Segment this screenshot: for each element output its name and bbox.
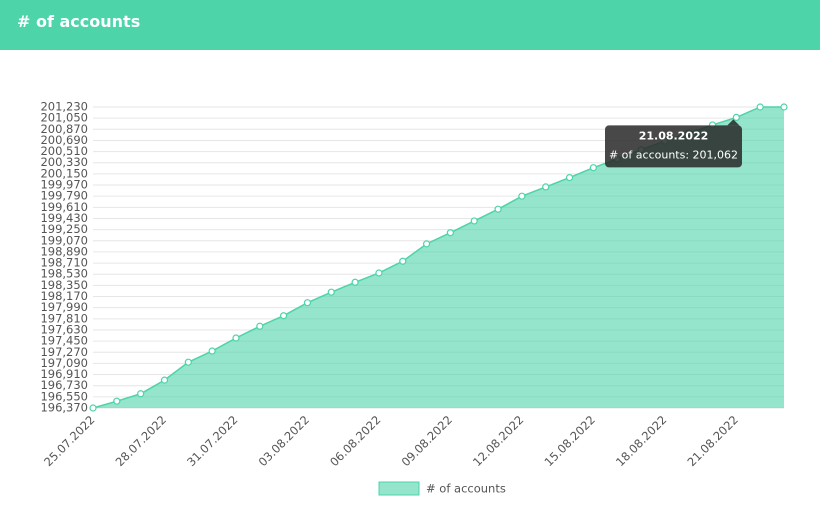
x-tick-label: 25.07.2022 (41, 413, 97, 469)
tooltip-box (605, 125, 742, 168)
y-tick-label: 201,050 (40, 111, 88, 125)
point (518, 192, 526, 200)
y-tick-label: 197,990 (40, 300, 88, 314)
x-tick-label: 21.08.2022 (684, 413, 740, 469)
point (113, 397, 121, 405)
tooltip-label: # of accounts: 201,062 (609, 148, 738, 161)
tooltip-arrow (727, 119, 740, 126)
y-tick-label: 201,230 (40, 100, 88, 114)
point (780, 103, 788, 111)
legend-label: # of accounts (426, 482, 506, 496)
chart: 196,370196,550196,730196,910197,090197,2… (40, 100, 788, 496)
point (470, 217, 478, 225)
y-tick-label: 200,330 (40, 155, 88, 169)
y-tick-label: 200,510 (40, 144, 88, 158)
y-tick-label: 196,910 (40, 367, 88, 381)
y-tick-label: 196,730 (40, 378, 88, 392)
y-tick-label: 197,810 (40, 311, 88, 325)
y-tick-label: 200,150 (40, 166, 88, 180)
y-tick-label: 198,350 (40, 278, 88, 292)
y-tick-label: 198,710 (40, 256, 88, 270)
point (446, 229, 455, 237)
y-tick-label: 198,890 (40, 244, 88, 258)
point (232, 334, 240, 342)
x-tick-label: 15.08.2022 (542, 413, 598, 469)
point (303, 299, 312, 307)
tooltip: 21.08.2022 # of accounts: 201,062 (605, 119, 742, 168)
y-tick-label: 197,630 (40, 322, 88, 336)
legend-swatch (378, 481, 420, 496)
tooltip-title: 21.08.2022 (639, 129, 709, 142)
legend: # of accounts (378, 481, 506, 496)
x-tick-label: 03.08.2022 (256, 413, 312, 469)
header-title: # of accounts (0, 0, 820, 50)
point (542, 183, 550, 191)
point (399, 257, 407, 265)
y-tick-label: 199,430 (40, 211, 88, 225)
point (565, 174, 574, 182)
y-tick-label: 199,970 (40, 178, 88, 192)
point (351, 278, 359, 286)
point (494, 205, 502, 213)
point (89, 404, 97, 412)
point (375, 269, 383, 277)
x-tick-label: 28.07.2022 (113, 413, 169, 469)
y-tick-label: 196,370 (40, 401, 88, 415)
point (756, 103, 764, 111)
y-tick-label: 200,690 (40, 133, 88, 147)
x-tick-label: 31.07.2022 (184, 413, 240, 469)
y-tick-label: 196,550 (40, 389, 88, 403)
point (137, 390, 145, 398)
y-tick-label: 200,870 (40, 122, 88, 136)
y-tick-label: 199,250 (40, 222, 88, 236)
y-tick-label: 198,530 (40, 267, 88, 281)
point (208, 347, 216, 355)
point (327, 288, 335, 296)
y-tick-label: 197,450 (40, 334, 88, 348)
area (93, 107, 784, 408)
point (184, 358, 192, 366)
point (422, 240, 431, 248)
y-tick-label: 199,790 (40, 189, 88, 203)
x-tick-label: 09.08.2022 (399, 413, 455, 469)
point (280, 312, 288, 320)
y-tick-label: 198,170 (40, 289, 88, 303)
point (160, 376, 169, 384)
y-tick-label: 199,070 (40, 233, 88, 247)
y-tick-label: 199,610 (40, 200, 88, 214)
point (589, 164, 597, 172)
y-tick-label: 197,270 (40, 345, 88, 359)
point (732, 113, 740, 122)
x-tick-label: 18.08.2022 (613, 413, 669, 469)
point (256, 322, 264, 330)
x-tick-label: 12.08.2022 (470, 413, 526, 469)
x-tick-label: 06.08.2022 (327, 413, 383, 469)
y-tick-label: 197,090 (40, 356, 88, 370)
